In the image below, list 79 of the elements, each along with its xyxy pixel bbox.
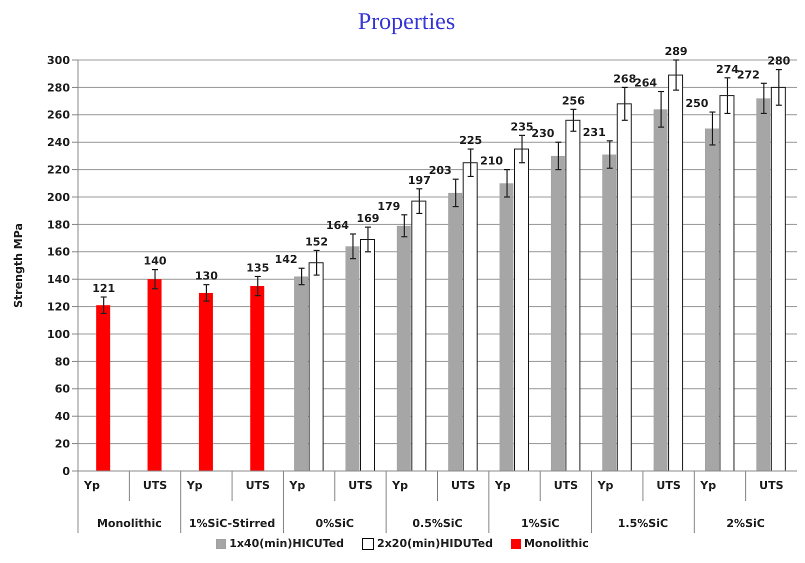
data-label: 152: [305, 235, 328, 248]
data-label: 197: [408, 174, 431, 187]
x-tick-label: UTS: [759, 479, 784, 492]
y-tick-label: 200: [47, 190, 70, 204]
y-axis-title: Strength MPa: [12, 223, 25, 308]
y-tick-label: 40: [54, 410, 70, 424]
y-tick-label: 180: [47, 218, 70, 232]
bar: [500, 183, 514, 471]
bar: [602, 154, 616, 471]
data-label: 210: [480, 154, 504, 168]
y-tick-label: 240: [47, 136, 70, 150]
data-label: 280: [767, 54, 791, 68]
data-label: 179: [377, 200, 400, 213]
y-tick-label: 0: [62, 464, 70, 478]
bar: [294, 276, 308, 471]
bar: [654, 109, 668, 471]
data-label: 256: [562, 94, 586, 108]
data-label: 164: [326, 218, 350, 232]
text: 2%SiC: [726, 517, 765, 530]
x-tick-label: Yp: [186, 479, 203, 492]
x-tick-label: UTS: [451, 479, 476, 492]
bar: [550, 156, 565, 471]
bar: [396, 226, 411, 471]
y-tick-label: 60: [54, 382, 70, 396]
data-label: 272: [736, 68, 760, 82]
y-tick-label: 260: [47, 108, 70, 122]
x-tick-label: Yp: [391, 479, 408, 492]
data-label: 289: [664, 45, 688, 58]
y-tick-label: 300: [47, 54, 70, 67]
x-tick-label: UTS: [554, 479, 578, 492]
y-tick-label: 140: [47, 273, 70, 286]
y-tick-label: 100: [47, 328, 70, 341]
y-tick-label: 160: [47, 246, 70, 259]
x-tick-label: UTS: [348, 479, 373, 492]
x-tick-label: Yp: [288, 479, 306, 492]
data-label: 264: [634, 76, 658, 90]
data-label: 140: [144, 254, 167, 268]
bar: [96, 305, 110, 471]
data-label: 203: [428, 164, 452, 178]
data-label: 121: [92, 282, 116, 296]
chart-title: Properties: [356, 8, 456, 36]
x-tick-label: UTS: [142, 479, 168, 492]
data-label: 135: [246, 261, 270, 274]
legend-label: 2x20(min)HIDUTed: [376, 537, 493, 550]
x-tick-label: UTS: [656, 479, 681, 492]
text: 1.5%SiC: [618, 517, 668, 530]
bar: [148, 279, 162, 471]
text: 0%SiC: [316, 517, 354, 530]
bar: [448, 192, 462, 471]
text: 1%SiC-Stirred: [188, 517, 276, 530]
legend-label: 1x40(min)HICUTed: [228, 537, 344, 550]
data-label: 235: [510, 120, 534, 134]
text: 0.5%SiC: [412, 517, 463, 530]
data-label: 169: [356, 212, 380, 226]
x-tick-label: Yp: [596, 479, 614, 492]
y-tick-label: 220: [47, 164, 70, 177]
data-label: 268: [613, 72, 636, 86]
y-tick-label: 80: [54, 355, 70, 368]
data-label: 225: [459, 134, 482, 148]
bar: [756, 98, 770, 471]
data-label: 250: [685, 97, 709, 110]
text: Monolithic: [96, 517, 162, 530]
text: 1%SiC: [520, 517, 560, 530]
x-tick-label: Yp: [494, 479, 511, 492]
legend-label: Monolithic: [522, 537, 589, 550]
x-tick-label: Yp: [699, 479, 716, 492]
data-label: 231: [582, 126, 606, 139]
x-tick-label: UTS: [246, 479, 270, 492]
bar: [345, 246, 360, 471]
bar: [198, 292, 213, 471]
x-tick-label: Yp: [83, 479, 100, 492]
data-label: 142: [274, 253, 298, 266]
y-tick-label: 280: [47, 81, 70, 94]
bar: [704, 128, 719, 471]
bar: [250, 286, 264, 471]
data-label: 274: [716, 62, 740, 76]
data-label: 130: [194, 270, 218, 283]
y-tick-label: 20: [54, 438, 70, 451]
y-tick-label: 120: [47, 300, 70, 314]
